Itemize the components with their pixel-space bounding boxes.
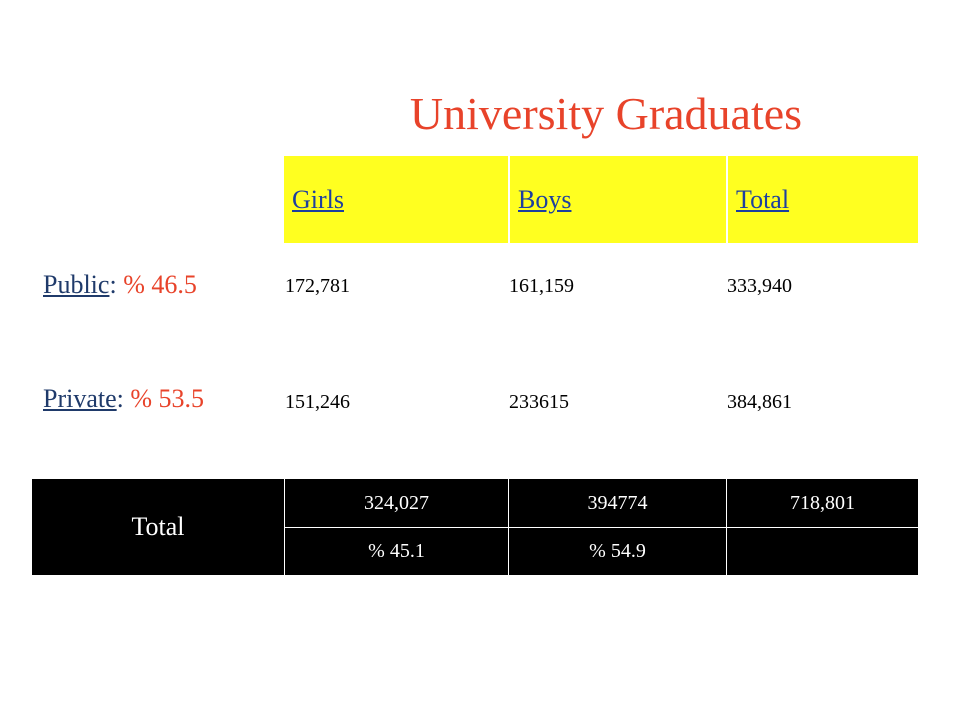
private-girls-value: 151,246 — [285, 391, 350, 413]
total-label: Total — [131, 512, 185, 541]
total-all-value: 718,801 — [726, 479, 918, 527]
row-label-private: Private: % 53.5 — [43, 384, 204, 414]
header-cell-boys: Boys — [508, 156, 726, 243]
public-percent: % 46.5 — [123, 270, 197, 299]
private-total-value: 384,861 — [727, 391, 792, 413]
public-boys-value: 161,159 — [509, 275, 574, 297]
header-boys-link[interactable]: Boys — [518, 185, 572, 214]
total-table: Total 324,027 394774 718,801 % 45.1 % 54… — [32, 479, 918, 575]
public-colon: : — [109, 270, 117, 299]
public-link[interactable]: Public — [43, 270, 110, 299]
private-boys-value: 233615 — [509, 391, 569, 413]
table-header-row: Girls Boys Total — [284, 156, 918, 243]
total-girls-percent: % 45.1 — [284, 527, 508, 575]
header-girls-link[interactable]: Girls — [292, 185, 344, 214]
header-total-link[interactable]: Total — [736, 185, 790, 214]
public-total-value: 333,940 — [727, 275, 792, 297]
private-percent: % 53.5 — [130, 384, 205, 413]
total-all-percent — [726, 527, 918, 575]
header-cell-girls: Girls — [284, 156, 508, 243]
total-girls-value: 324,027 — [284, 479, 508, 527]
total-boys-percent: % 54.9 — [508, 527, 726, 575]
row-label-public: Public: % 46.5 — [43, 270, 197, 300]
header-cell-total: Total — [726, 156, 918, 243]
page-title: University Graduates — [409, 88, 803, 139]
total-boys-value: 394774 — [508, 479, 726, 527]
private-link[interactable]: Private — [43, 384, 117, 413]
private-colon: : — [116, 384, 124, 413]
public-girls-value: 172,781 — [285, 275, 350, 297]
